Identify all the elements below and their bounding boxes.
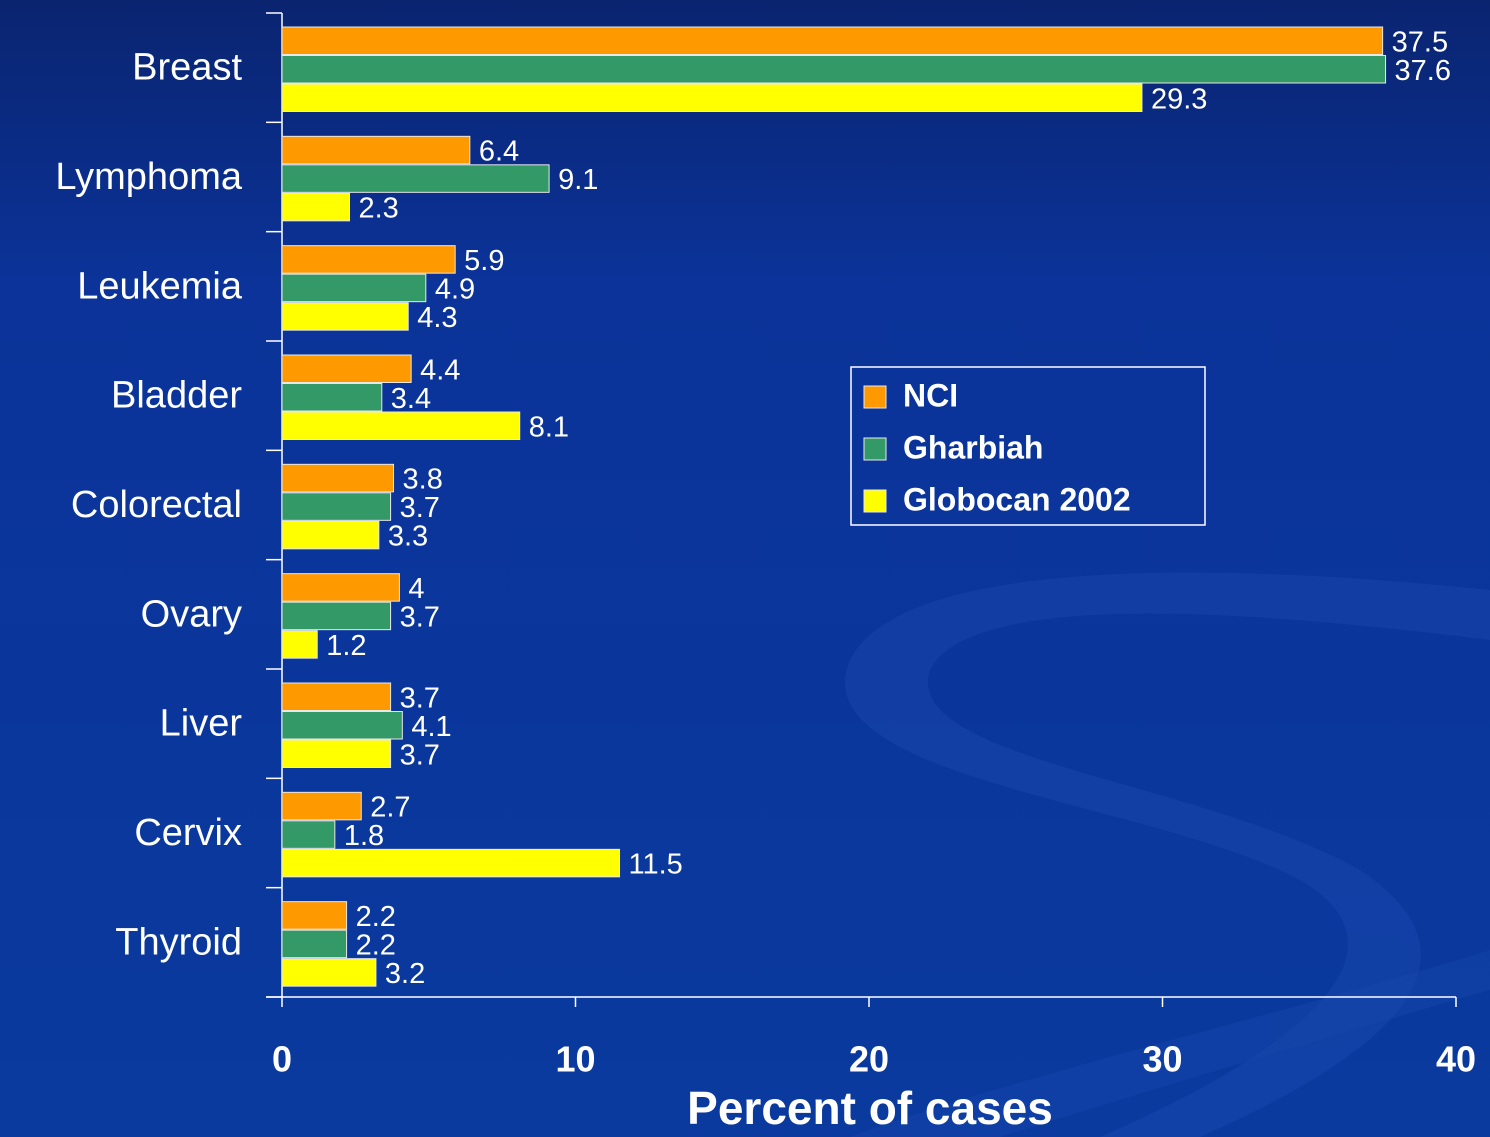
value-label: 37.6 [1395,55,1451,87]
y-tick-label: Cervix [134,812,242,854]
bar [281,273,427,303]
bar [281,383,383,412]
legend-label: NCI [903,377,958,413]
bar [281,83,1143,112]
legend-label: Globocan 2002 [903,481,1131,517]
bar [281,958,377,987]
y-tick-label: Thyroid [115,921,242,963]
value-label: 4.4 [420,354,460,386]
bar [281,630,318,659]
value-label: 3.2 [385,958,425,990]
value-label: 3.7 [400,492,440,524]
bar [281,901,348,930]
legend-label: Gharbiah [903,429,1043,465]
bar [281,164,550,193]
bar [281,601,392,631]
bar [281,711,403,740]
value-label: 6.4 [479,136,519,168]
value-label: 3.7 [400,682,440,714]
value-label: 4.3 [417,302,457,334]
value-label: 2.7 [370,792,410,824]
value-label: 3.7 [400,602,440,634]
bar [281,463,395,493]
bar [281,820,336,849]
x-tick-label: 30 [1142,1039,1182,1080]
value-label: 2.2 [356,901,396,933]
bar [281,411,521,440]
value-label: 4 [408,573,424,605]
bar [281,682,392,711]
bar [281,492,392,521]
y-tick-label: Lymphoma [55,156,242,198]
y-tick-label: Leukemia [77,265,243,307]
bar [281,26,1384,55]
bar [281,354,412,383]
y-tick-label: Ovary [141,593,242,635]
legend-swatch [863,437,887,461]
legend-swatch [863,385,887,409]
x-axis-title: Percent of cases [687,1082,1053,1134]
bar [281,55,1387,84]
value-label: 4.1 [411,711,451,743]
decor-swoosh [850,950,1490,1137]
value-label: 9.1 [558,164,598,196]
value-label: 3.4 [391,383,431,415]
value-label: 3.8 [403,464,443,496]
bar [281,929,348,959]
value-label: 29.3 [1151,83,1207,115]
value-label: 5.9 [464,245,504,277]
x-tick-label: 0 [272,1039,292,1080]
value-label: 1.2 [326,630,366,662]
y-tick-label: Colorectal [71,484,242,526]
value-label: 11.5 [629,849,683,881]
bar [281,791,362,821]
value-label: 3.7 [400,739,440,771]
bar [281,739,392,768]
value-label: 2.3 [359,193,399,225]
bar [281,573,400,602]
value-label: 4.9 [435,274,475,306]
value-label: 2.2 [356,930,396,962]
bar [281,848,621,878]
bar [281,192,351,222]
bar [281,245,456,274]
legend-box [850,366,1206,526]
bar [281,520,380,550]
value-label: 3.3 [388,521,428,553]
x-tick-label: 40 [1436,1039,1476,1080]
bar [281,135,471,165]
value-label: 37.5 [1392,26,1448,58]
legend-swatch [863,489,887,513]
x-tick-label: 10 [555,1039,595,1080]
y-tick-label: Breast [132,47,242,89]
value-label: 1.8 [344,820,384,852]
y-tick-label: Bladder [111,375,242,417]
decor-swoosh [845,572,1490,1137]
y-tick-label: Liver [160,703,243,745]
bar [281,302,409,331]
x-tick-label: 20 [849,1039,889,1080]
value-label: 8.1 [529,411,569,443]
